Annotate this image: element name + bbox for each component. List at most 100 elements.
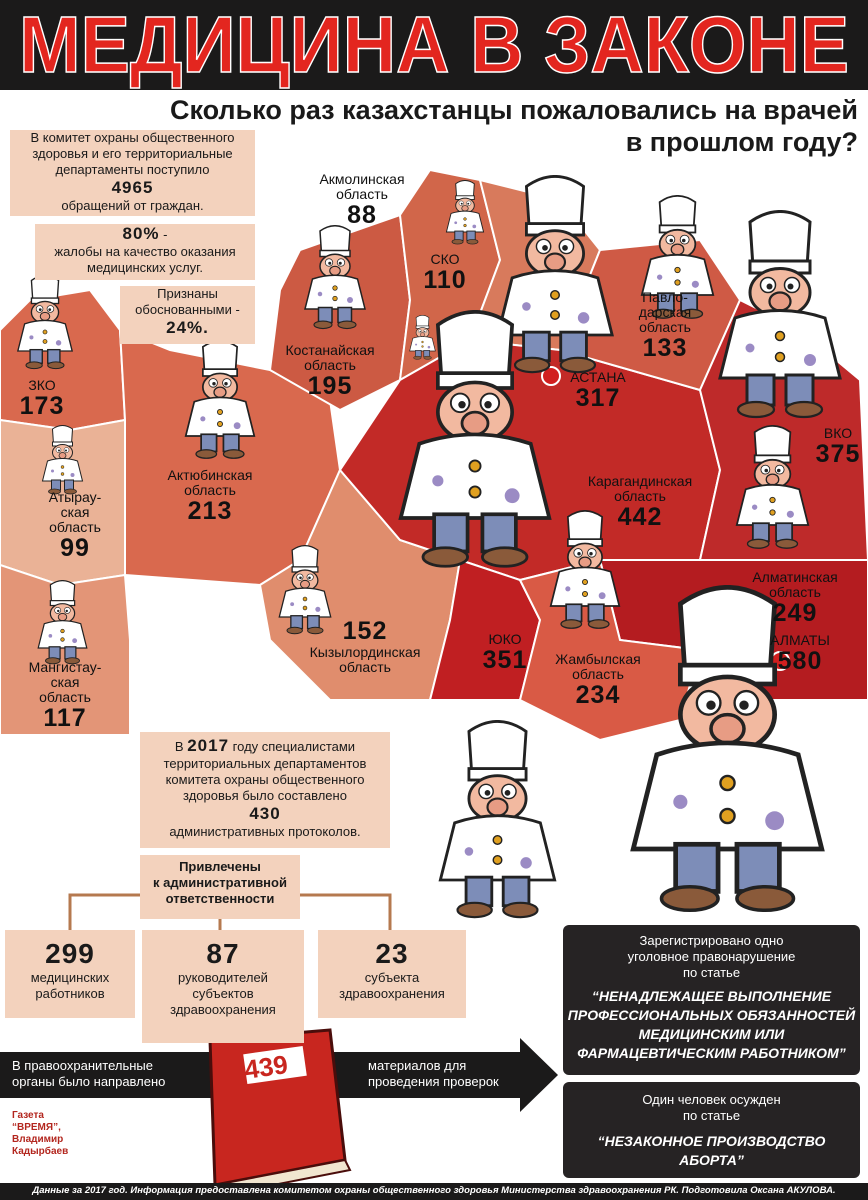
region-name: СКО — [430, 251, 460, 267]
article-line: фармацевтическим работником” — [577, 1045, 846, 1061]
protocols-number: 430 — [249, 804, 281, 823]
region-value: 580 — [777, 647, 823, 675]
text-line: уголовное правонарушение — [627, 949, 796, 964]
text-line: проведения проверок — [368, 1074, 499, 1089]
region-name: ЮКО — [488, 631, 522, 647]
region-label: Мангистау-ская область 117 — [29, 660, 102, 732]
item-number: 23 — [375, 938, 409, 969]
region-label: Актюбинская область 213 — [168, 468, 253, 525]
region-label: Атырау-ская область 99 — [49, 490, 102, 562]
region-name: область — [614, 488, 666, 504]
region-name: область — [572, 666, 624, 682]
text-line: Признаны — [157, 286, 218, 301]
text-line: Привлечены — [179, 859, 261, 874]
region-name: область — [769, 584, 821, 600]
region-name: Мангистау- — [28, 659, 102, 675]
region-name: область — [184, 482, 236, 498]
dash: - — [163, 227, 168, 242]
region-name: область — [639, 319, 691, 335]
region-label: Карагандинская область 442 — [588, 474, 692, 531]
criminal-box: Зарегистрировано одно уголовное правонар… — [563, 925, 860, 1075]
region-value: 99 — [60, 534, 90, 562]
text-line: по статье — [682, 965, 741, 980]
text-line: Кадырбаев — [12, 1146, 69, 1157]
region-label: АСТАНА 317 — [570, 370, 626, 412]
region-label: ВКО 375 — [816, 426, 861, 468]
region-name: АЛМАТЫ — [770, 632, 830, 648]
region-name: ская — [60, 504, 90, 520]
liability-heading: Привлечены к административной ответствен… — [140, 855, 300, 919]
region-name: Костанайская — [285, 342, 375, 358]
text-line: В комитет охраны общественного — [30, 130, 235, 145]
region-value: 173 — [19, 392, 65, 420]
text-line: работников — [35, 986, 105, 1001]
title: МЕДИЦИНА В ЗАКОНЕ — [19, 0, 849, 89]
region-name: область — [39, 689, 91, 705]
region-name: Павло- — [642, 289, 688, 305]
item-number: 299 — [45, 938, 95, 969]
text-line: по статье — [682, 1108, 741, 1123]
region-value: 88 — [347, 201, 377, 229]
text-line: субъекта — [364, 970, 420, 985]
title-bar — [0, 0, 868, 90]
complaints-number: 4965 — [111, 178, 154, 197]
region-name: АСТАНА — [570, 369, 626, 385]
text-line: Зарегистрировано одно — [639, 933, 784, 948]
region-value: 234 — [575, 681, 621, 709]
region-label: ЗКО 173 — [20, 378, 65, 420]
article-line: медицинским или — [638, 1026, 785, 1042]
justified-number: 24%. — [166, 318, 209, 337]
conviction-box: Один человек осужден по статье “Незаконн… — [563, 1082, 860, 1178]
article-line: профессиональных обязанностей — [567, 1007, 856, 1023]
complaints-box: В комитет охраны общественного здоровья … — [10, 130, 255, 216]
text-line: жалобы на качество оказания — [54, 244, 236, 259]
text-line: руководителей — [178, 970, 268, 985]
text: В — [174, 739, 184, 754]
article-line: “Ненадлежащее выполнение — [591, 988, 832, 1004]
text-line: ответственности — [165, 891, 275, 906]
region-name: область — [336, 186, 388, 202]
liability-item: 87 руководителей субъектов здравоохранен… — [142, 930, 304, 1043]
region-name: дарская — [638, 304, 692, 320]
region-label: Акмолинская область 88 — [319, 172, 404, 229]
region-name: Жамбылская — [555, 651, 641, 667]
year: 2017 — [187, 736, 230, 755]
region-label: СКО 110 — [423, 252, 466, 294]
text-line: обращений от граждан. — [61, 198, 204, 213]
book-number: 439 — [243, 1049, 290, 1085]
subtitle-line: в прошлом году? — [625, 127, 858, 157]
region-name: область — [49, 519, 101, 535]
region-value: 152 — [342, 617, 388, 645]
region-label: Алматинская область 249 — [752, 570, 837, 627]
text-line: обоснованными - — [135, 302, 240, 317]
text-line: административных протоколов. — [169, 824, 361, 839]
quality-number: 80% — [122, 224, 160, 243]
astana-dot — [541, 366, 561, 386]
credit: Газета “ВРЕМЯ”, Владимир Кадырбаев — [12, 1110, 68, 1158]
text-line: материалов для — [368, 1058, 467, 1073]
region-name: ЗКО — [28, 377, 56, 393]
protocols-box: В 2017 году специалистами территориальны… — [140, 732, 390, 848]
region-value: 317 — [575, 384, 621, 412]
region-name: Атырау- — [48, 489, 102, 505]
article-line: аборта” — [679, 1152, 744, 1168]
text-line: медицинских — [30, 970, 110, 985]
footer: Данные за 2017 год. Информация предостав… — [32, 1185, 836, 1196]
text-line: Газета — [12, 1110, 44, 1121]
region-name: Алматинская — [752, 569, 838, 585]
subtitle: Сколько раз казахстанцы пожаловались на … — [170, 94, 858, 158]
liability-item: 299 медицинских работников — [5, 930, 135, 1018]
text-line: Владимир — [12, 1134, 64, 1145]
region-label: АЛМАТЫ 580 — [770, 633, 830, 675]
region-label: 152 Кызылординская область — [310, 618, 421, 675]
text-line: здравоохранения — [170, 1002, 276, 1017]
region-name: Акмолинская — [319, 171, 405, 187]
region-name: область — [339, 659, 391, 675]
text-line: здоровья было составлено — [183, 788, 347, 803]
region-name: ская — [50, 674, 80, 690]
region-label: Жамбылская область 234 — [555, 652, 640, 709]
text-line: “ВРЕМЯ”, — [12, 1122, 61, 1133]
text-line: к административной — [153, 875, 287, 890]
